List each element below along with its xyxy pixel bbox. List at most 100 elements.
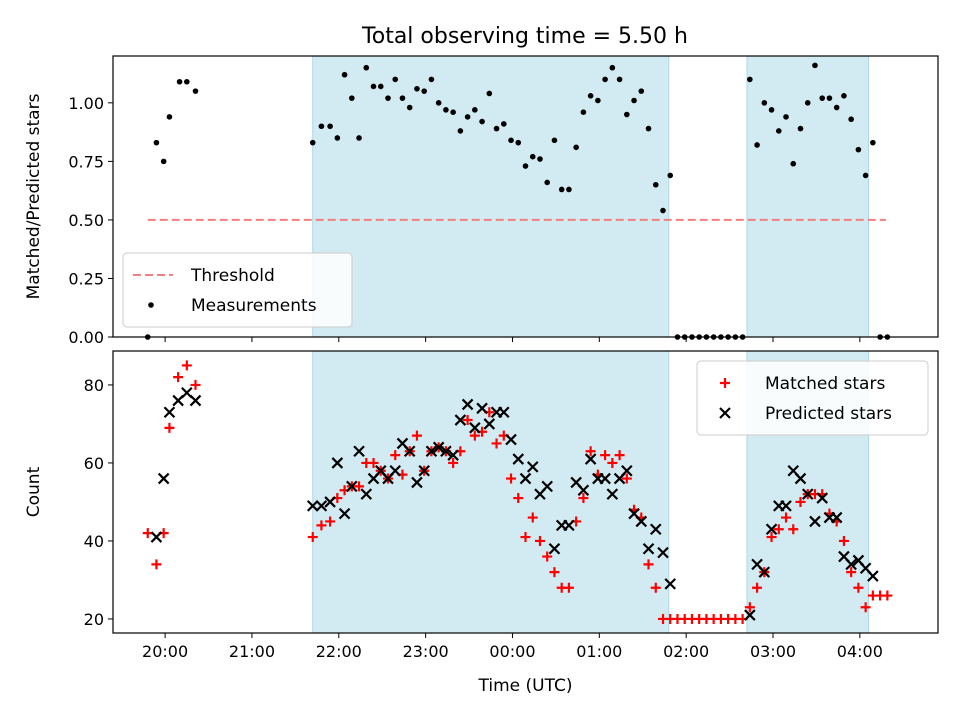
predicted-star-point — [505, 433, 517, 446]
series-matched-stars — [142, 360, 893, 624]
measurement-point — [544, 179, 551, 186]
measurement-point — [166, 114, 173, 120]
measurement-point — [522, 163, 529, 169]
measurement-point — [192, 88, 199, 94]
matched-star-point — [795, 496, 806, 507]
predicted-star-point — [744, 609, 756, 621]
predicted-star-point — [867, 570, 879, 582]
measurement-point — [812, 62, 818, 69]
matched-star-point — [549, 567, 560, 578]
measurement-point — [406, 104, 413, 111]
measurement-point — [870, 139, 876, 146]
predicted-star-point — [657, 546, 669, 559]
measurement-point — [826, 95, 833, 101]
predicted-star-point — [418, 464, 430, 477]
predicted-star-point — [541, 480, 553, 493]
x-tick-label: 00:00 — [489, 642, 535, 661]
matched-star-point — [325, 516, 336, 527]
measurement-point — [176, 78, 183, 85]
predicted-star-point — [801, 488, 814, 500]
predicted-star-point — [432, 441, 445, 454]
y-tick-label: 0.00 — [68, 328, 104, 347]
predicted-star-point — [476, 402, 488, 415]
y-tick-label: 60 — [84, 454, 104, 473]
measurement-point — [450, 109, 456, 115]
predicted-star-point — [649, 523, 662, 536]
legend: Threshold Measurements — [122, 252, 353, 328]
measurement-point — [841, 93, 847, 99]
measurement-point — [399, 95, 406, 101]
predicted-star-point — [469, 422, 481, 434]
matched-star-point — [781, 512, 792, 523]
matched-star-point — [578, 493, 589, 504]
measurement-point — [385, 95, 391, 101]
predicted-star-point — [483, 418, 496, 430]
legend-marker-matched — [720, 378, 730, 388]
matched-star-point — [520, 532, 531, 543]
x-tick-label: 03:00 — [750, 642, 796, 661]
measurement-point — [309, 139, 316, 146]
measurement-point — [631, 97, 637, 104]
matched-star-point — [506, 473, 517, 484]
matched-star-point — [607, 457, 618, 468]
matched-star-point — [563, 582, 574, 593]
matched-star-point — [585, 446, 596, 457]
matched-star-point — [650, 582, 661, 593]
x-axis-label: Time (UTC) — [478, 676, 573, 696]
measurement-point — [349, 95, 355, 101]
measurement-point — [457, 128, 464, 134]
measurement-point — [848, 116, 854, 123]
measurement-point — [652, 181, 659, 188]
measurement-point — [493, 125, 500, 132]
measurement-point — [443, 107, 449, 113]
matched-star-point — [542, 551, 553, 562]
predicted-star-point — [794, 472, 807, 485]
measurement-point — [609, 64, 616, 71]
predicted-star-point — [664, 578, 677, 590]
x-tick-label: 21:00 — [229, 642, 275, 661]
predicted-star-point — [606, 488, 619, 500]
measurement-point — [638, 88, 645, 94]
matched-star-point — [354, 481, 365, 492]
predicted-star-point — [635, 515, 648, 528]
matched-star-point — [744, 602, 755, 613]
measurement-point — [515, 139, 522, 146]
predicted-star-point — [454, 414, 467, 426]
measurement-point — [435, 100, 442, 106]
matched-star-point — [181, 360, 192, 371]
matched-star-point — [390, 450, 401, 461]
measurement-point — [464, 114, 471, 120]
x-tick-label: 01:00 — [576, 642, 622, 661]
predicted-star-point — [599, 472, 611, 485]
predicted-star-point — [331, 457, 344, 469]
x-tick-label: 02:00 — [663, 642, 709, 661]
figure-title: Total observing time = 5.50 h — [361, 24, 688, 49]
measurement-point — [602, 76, 608, 83]
y-axis-label: Count — [24, 466, 44, 517]
matched-star-point — [469, 430, 480, 441]
y-tick-label: 80 — [84, 376, 104, 395]
shaded-interval — [746, 55, 870, 338]
measurement-point — [775, 128, 782, 134]
measurement-point — [363, 64, 370, 71]
predicted-star-point — [809, 515, 821, 528]
measurement-point — [334, 135, 341, 141]
matched-star-point — [643, 559, 654, 570]
measurement-point — [356, 135, 362, 141]
measurement-point — [428, 76, 435, 83]
charts: 0.00 0.25 0.50 0.75 1.00 Matched/Predicted st… — [24, 55, 939, 696]
measurement-point — [472, 107, 478, 113]
matched-star-point — [614, 450, 625, 461]
measurement-point — [587, 93, 594, 99]
predicted-star-point — [758, 566, 771, 578]
predicted-star-point — [157, 472, 170, 485]
predicted-star-point — [360, 488, 373, 500]
measurement-point — [529, 153, 536, 160]
plot-area — [144, 62, 891, 340]
y-tick-label: 40 — [84, 532, 104, 551]
matched-star-point — [527, 512, 538, 523]
matched-star-point — [788, 524, 799, 535]
legend-marker-measurements — [148, 302, 154, 308]
legend: Matched stars Predicted stars — [696, 360, 929, 436]
matched-star-point — [448, 457, 459, 468]
